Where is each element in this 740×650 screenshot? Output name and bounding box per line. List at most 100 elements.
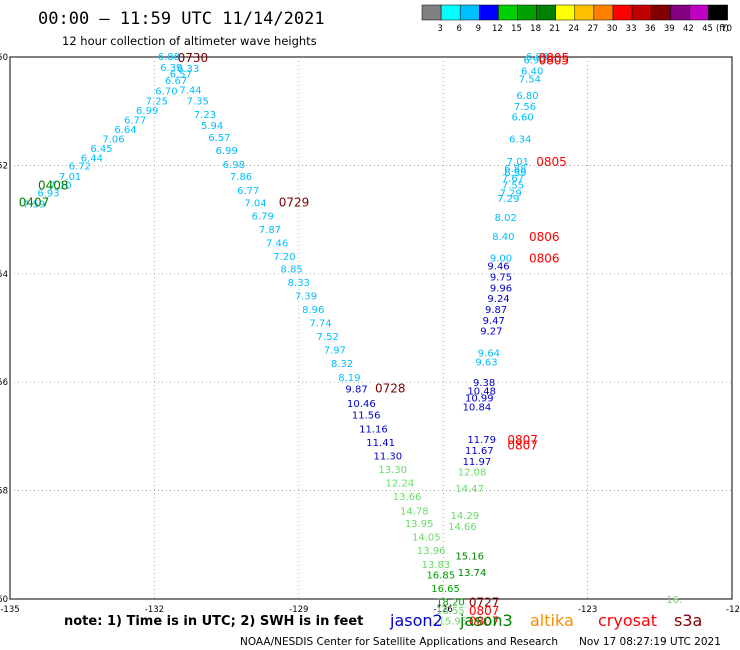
swh-value-label: 11.67 bbox=[465, 446, 494, 457]
colorbar-swatch bbox=[612, 4, 633, 21]
pass-time-label: 0805 bbox=[539, 54, 570, 68]
pass-time-label: 0806 bbox=[529, 252, 560, 266]
swh-value-label: 7.44 bbox=[179, 86, 201, 97]
swh-value-label: 8.02 bbox=[495, 213, 517, 224]
colorbar-swatch bbox=[517, 4, 537, 21]
colorbar-swatch bbox=[498, 4, 518, 21]
swh-value-label: 6.90 bbox=[524, 56, 546, 67]
swh-value-label: 7.04 bbox=[244, 198, 266, 209]
y-tick-label: -54 bbox=[0, 270, 8, 280]
swh-value-label: 16.55 bbox=[436, 606, 465, 617]
satellite-legend: jason2 jason3 altika cryosat s3a bbox=[389, 611, 702, 630]
swh-value-label: 9.24 bbox=[487, 294, 509, 305]
swh-value-label: 7.55 bbox=[502, 180, 524, 191]
colorbar-swatch bbox=[689, 4, 709, 21]
swh-value-label: 6.79 bbox=[252, 211, 274, 222]
swh-value-label: 6.72 bbox=[69, 161, 91, 172]
colorbar-tick-label: 3 bbox=[437, 24, 442, 34]
swh-value-label: 6.98 bbox=[223, 160, 245, 171]
colorbar-tick-label: 12 bbox=[492, 24, 503, 34]
colorbar-swatch bbox=[593, 4, 614, 21]
legend-entry-s3a: s3a bbox=[674, 611, 702, 630]
x-tick-label: -132 bbox=[145, 605, 164, 615]
gridlines bbox=[10, 57, 732, 599]
pass-time-label: 0806 bbox=[529, 230, 560, 244]
footer-credit: NOAA/NESDIS Center for Satellite Applica… bbox=[240, 636, 558, 648]
swh-value-label: 8.33 bbox=[288, 278, 310, 289]
swh-value-label: 6.44 bbox=[81, 153, 103, 164]
colorbar-tick-label: 21 bbox=[549, 24, 560, 34]
swh-value-label: 12.24 bbox=[386, 478, 415, 489]
y-tick-label: -50 bbox=[0, 53, 8, 63]
colorbar-tick-label: 18 bbox=[530, 24, 541, 34]
swh-value-label: 11.97 bbox=[463, 457, 492, 468]
swh-value-label: 10.84 bbox=[463, 403, 492, 414]
swh-value-label: 9.63 bbox=[475, 358, 497, 369]
colorbar-swatch bbox=[555, 4, 576, 21]
pass-time-label: 0727 bbox=[469, 596, 500, 610]
swh-value-label: 15.16 bbox=[455, 552, 484, 563]
swh-value-label: 6.64 bbox=[114, 125, 136, 136]
swh-value-label: 10.99 bbox=[465, 393, 494, 404]
colorbar-swatch bbox=[459, 4, 480, 21]
swh-value-label: 6.57 bbox=[170, 69, 192, 80]
colorbar-tick-label: 30 bbox=[607, 24, 618, 34]
swh-value-label: 10.46 bbox=[347, 399, 376, 410]
swh-value-label: 7.23 bbox=[194, 110, 216, 121]
swh-value-label: 6.57 bbox=[208, 133, 230, 144]
swh-value-label: 7.56 bbox=[514, 102, 536, 113]
data-labels: 7.596.937.107.016.726.446.457.066.646.77… bbox=[23, 52, 682, 628]
swh-value-label: 9.38 bbox=[473, 378, 495, 389]
pass-time-label: 0729 bbox=[279, 196, 310, 210]
swh-value-label: 6.88 bbox=[526, 52, 548, 63]
swh-value-label: 13.30 bbox=[378, 465, 407, 476]
swh-value-label: 15.95 bbox=[439, 617, 468, 628]
colorbar-swatch bbox=[650, 4, 671, 21]
swh-value-label: 14.47 bbox=[455, 484, 484, 495]
footer-timestamp: Nov 17 08:27:19 UTC 2021 bbox=[579, 636, 721, 648]
swh-value-label: 14.05 bbox=[412, 533, 441, 544]
swh-value-label: 7.52 bbox=[317, 332, 339, 343]
colorbar-swatch bbox=[670, 4, 690, 21]
swh-value-label: 12.08 bbox=[458, 468, 487, 479]
swh-value-label: 7.87 bbox=[259, 225, 281, 236]
pass-time-label: 0805 bbox=[539, 51, 570, 65]
footer-note: note: 1) Time is in UTC; 2) SWH is in fe… bbox=[64, 614, 363, 629]
colorbar-tick-label: 24 bbox=[568, 24, 579, 34]
swh-value-label: 8.85 bbox=[280, 264, 302, 275]
swh-value-label: 7.74 bbox=[309, 319, 331, 330]
swh-value-label: 7.29 bbox=[499, 189, 521, 200]
legend-entry-jason2: jason2 bbox=[389, 611, 443, 630]
colorbar-tick-label: 45 bbox=[702, 24, 713, 34]
swh-value-label: 13.74 bbox=[458, 568, 487, 579]
swh-value-label: 11.41 bbox=[366, 438, 395, 449]
swh-value-label: 7.35 bbox=[187, 96, 209, 107]
swh-value-label: 14.66 bbox=[448, 522, 477, 533]
swh-value-label: 6.77 bbox=[124, 115, 146, 126]
swh-value-label: 6.60 bbox=[511, 113, 533, 124]
swh-value-label: 9.75 bbox=[490, 273, 512, 284]
pass-time-label: 0805 bbox=[536, 155, 567, 169]
swh-value-label: 7.29 bbox=[497, 194, 519, 205]
swh-value-label: 18.20 bbox=[436, 598, 465, 609]
pass-time-label: 0408 bbox=[38, 178, 69, 192]
colorbar-tick-label: 15 bbox=[511, 24, 522, 34]
swh-value-label: 6.70 bbox=[155, 87, 177, 98]
chart-title: 00:00 – 11:59 UTC 11/14/2021 bbox=[38, 9, 325, 29]
plot-frame bbox=[9, 56, 733, 600]
swh-value-label: 7.10 bbox=[49, 180, 71, 191]
colorbar-swatch bbox=[708, 4, 728, 21]
swh-value-label: 9.46 bbox=[487, 262, 509, 273]
swh-value-label: 6.40 bbox=[521, 67, 543, 78]
y-tick-label: -60 bbox=[0, 595, 8, 605]
colorbar-swatch bbox=[631, 4, 652, 21]
pass-time-label: 0807 bbox=[469, 604, 500, 618]
swh-value-label: 13.66 bbox=[393, 492, 422, 503]
swh-value-label: 11.56 bbox=[352, 411, 381, 422]
chart-subtitle: 12 hour collection of altimeter wave hei… bbox=[62, 34, 317, 48]
swh-value-label: 6.34 bbox=[509, 134, 531, 145]
swh-value-label: 7.59 bbox=[23, 199, 45, 210]
